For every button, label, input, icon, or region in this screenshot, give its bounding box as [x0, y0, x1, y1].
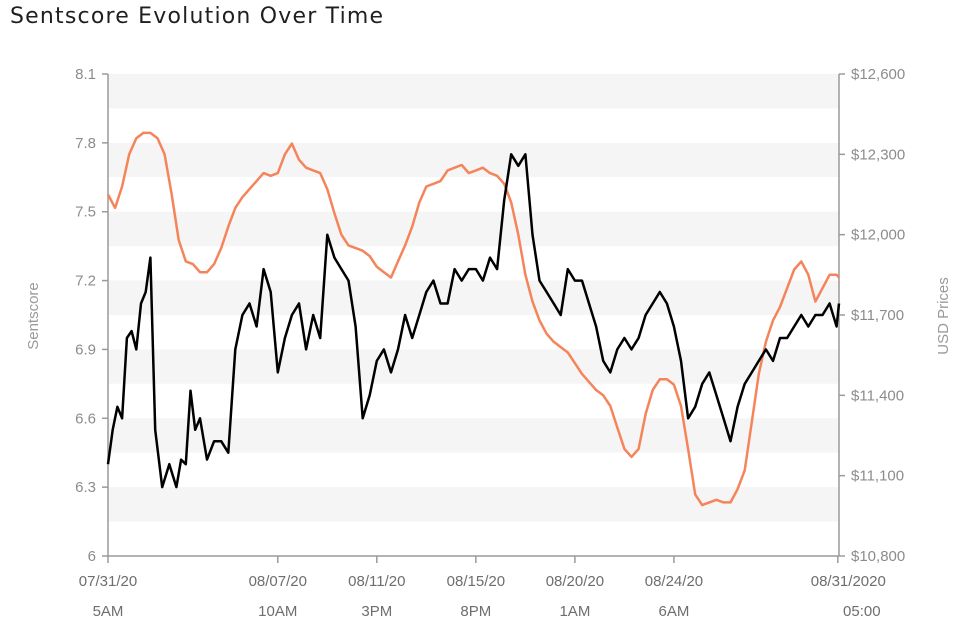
right-tick-label: $12,000 [851, 227, 905, 244]
x-tick-date-label: 08/11/20 [348, 573, 405, 590]
right-tick-label: $10,800 [851, 548, 905, 565]
grid-band [108, 487, 839, 522]
x-tick-date-label: 08/20/20 [546, 573, 604, 590]
grid-band [108, 108, 839, 143]
left-tick-label: 6.3 [75, 479, 96, 496]
grid-band [108, 74, 839, 109]
grid-band [108, 177, 839, 212]
grid-band [108, 211, 839, 247]
x-tick-time-label: 3PM [361, 603, 392, 620]
x-tick-time-label: 05:00 [843, 603, 881, 620]
grid-band [108, 452, 839, 488]
right-axis-ticks: $10,800 $11,100 $11,400 $11,700 $12,000 $12,3… [839, 66, 905, 565]
x-tick-date-label: 08/15/20 [447, 573, 505, 590]
x-tick-time-label: 1AM [559, 603, 590, 620]
left-tick-label: 6.6 [75, 410, 96, 427]
x-tick-time-label: 8PM [460, 603, 491, 620]
x-tick-date-label: 08/31/2020 [811, 573, 886, 590]
x-tick-time-label: 5AM [93, 603, 124, 620]
x-tick-date-label: 08/07/20 [249, 573, 307, 590]
right-tick-label: $12,300 [851, 146, 905, 163]
right-axis-title: USD Prices [935, 277, 952, 355]
x-axis-ticks: 07/31/20 5AM 08/07/20 10AM 08/11/20 3PM 08/15/… [79, 556, 886, 620]
left-axis-ticks: 6 6.3 6.6 6.9 7.2 7.5 7.8 8.1 [75, 66, 108, 565]
grid-band [108, 280, 839, 315]
grid-bands [108, 74, 839, 556]
left-tick-label: 7.5 [75, 204, 96, 221]
chart-title: Sentscore Evolution Over Time [10, 4, 385, 29]
right-tick-label: $11,400 [851, 387, 904, 404]
x-tick-time-label: 6AM [659, 603, 690, 620]
grid-band [108, 315, 839, 350]
right-tick-label: $11,700 [851, 307, 904, 324]
usd-price-series-line [106, 131, 840, 507]
left-tick-label: 8.1 [75, 66, 96, 83]
left-tick-label: 7.8 [75, 135, 96, 152]
grid-band [108, 349, 839, 384]
x-tick-date-label: 08/24/20 [645, 573, 703, 590]
grid-band [108, 521, 839, 556]
x-tick-date-label: 07/31/20 [79, 573, 137, 590]
left-axis-title: Sentscore [25, 282, 42, 350]
right-tick-label: $12,600 [851, 66, 905, 83]
left-tick-label: 6 [88, 548, 96, 565]
sentscore-series-line [106, 153, 841, 489]
right-tick-label: $11,100 [851, 468, 904, 485]
grid-band [108, 383, 839, 419]
left-tick-label: 7.2 [75, 273, 96, 290]
x-tick-time-label: 10AM [258, 603, 297, 620]
left-tick-label: 6.9 [75, 341, 96, 358]
grid-band [108, 246, 839, 281]
